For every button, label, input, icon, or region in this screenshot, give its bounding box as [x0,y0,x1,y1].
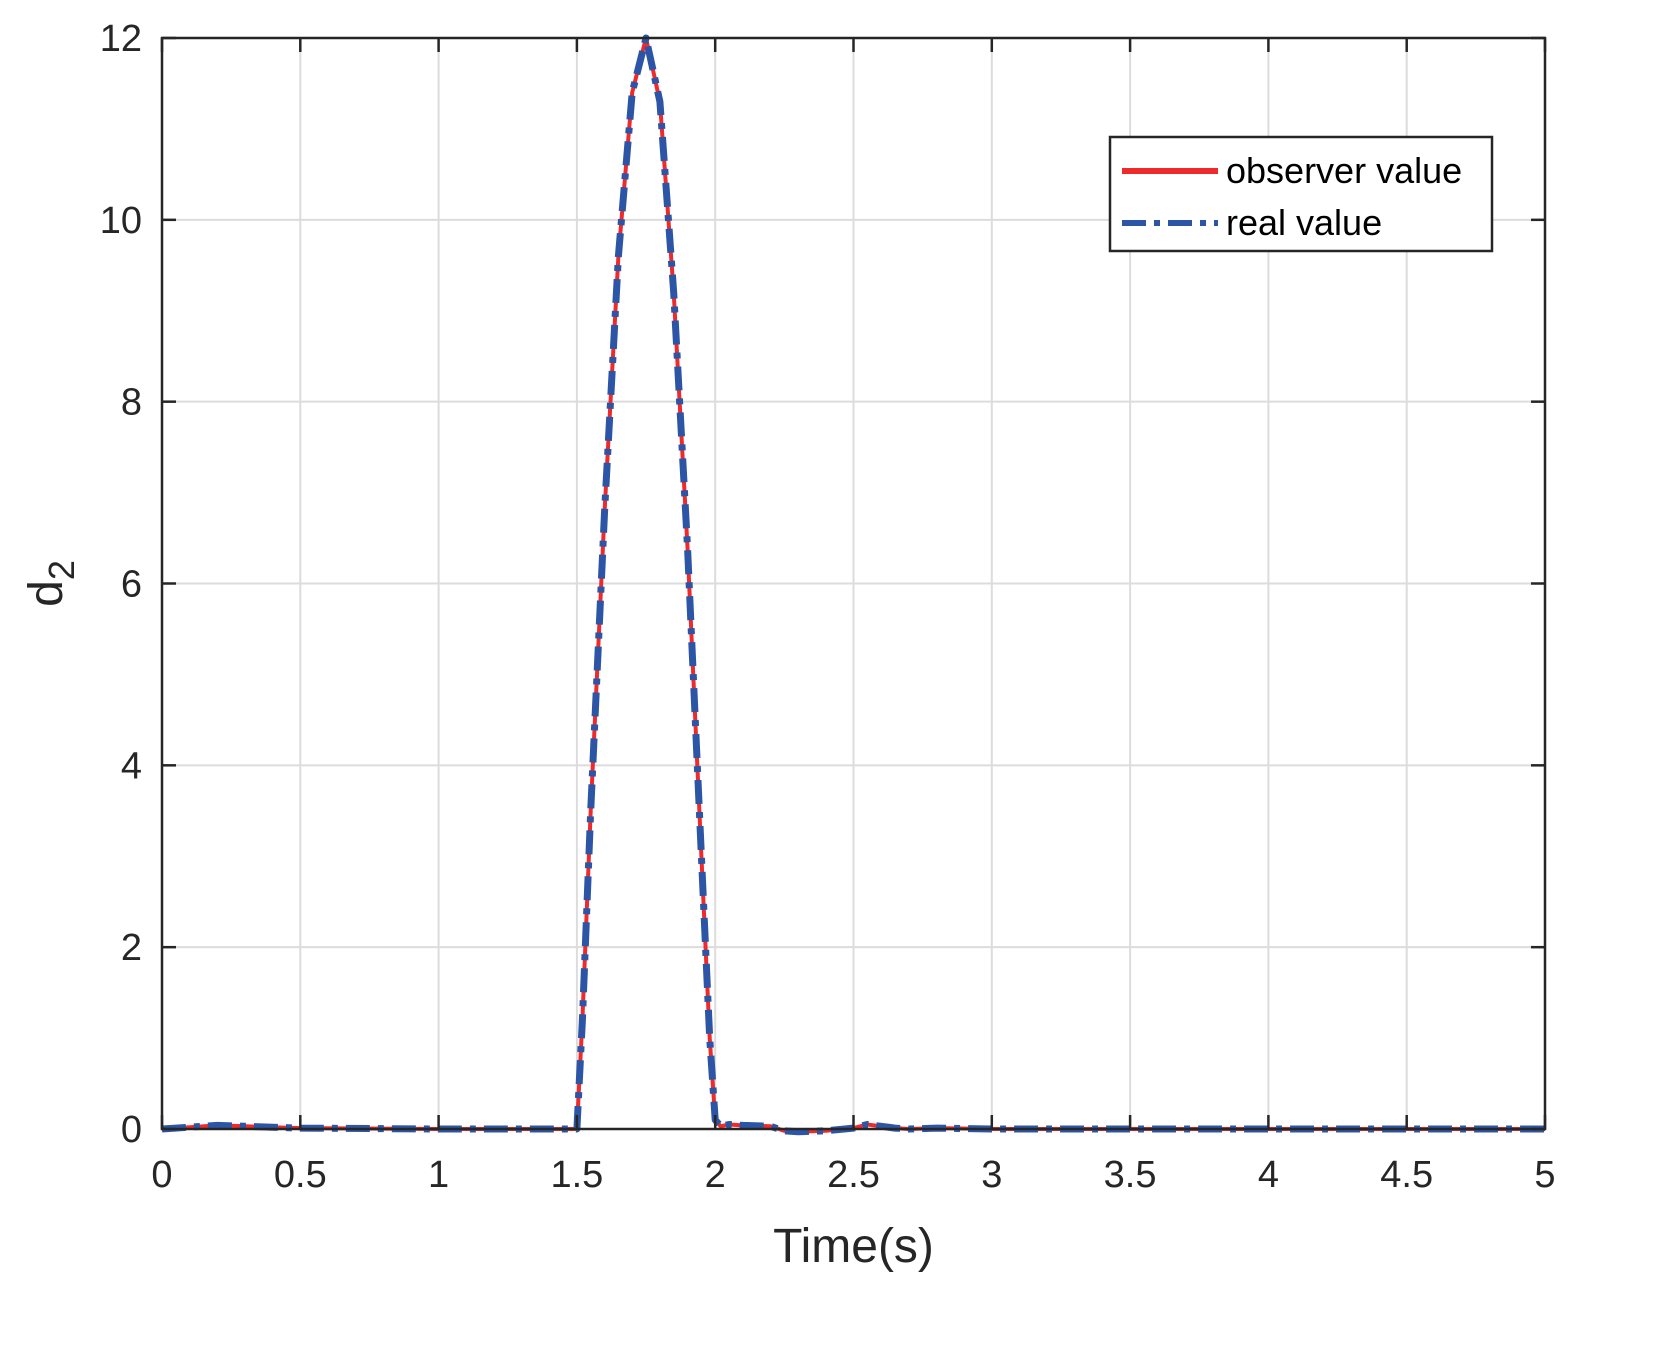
y-axis-label-subscript: 2 [41,560,82,580]
y-tick-label: 4 [121,745,142,787]
y-axis-label: d2 [20,560,82,607]
y-tick-label: 10 [100,200,142,242]
x-tick-label: 2.5 [827,1154,880,1196]
y-tick-label: 0 [121,1109,142,1151]
ticks [160,36,1547,1131]
y-axis-label-main: d [20,580,73,607]
legend: observer value real value [1108,135,1494,253]
x-tick-label: 1.5 [550,1154,603,1196]
y-tick-label: 8 [121,382,142,424]
x-tick-label: 0.5 [274,1154,327,1196]
x-axis-label: Time(s) [773,1220,934,1273]
x-tick-label: 4 [1258,1154,1279,1196]
x-tick-label: 3.5 [1104,1154,1157,1196]
x-tick-label: 5 [1534,1154,1555,1196]
x-tick-label: 3 [981,1154,1002,1196]
y-tick-label: 2 [121,927,142,969]
x-tick-label: 1 [428,1154,449,1196]
x-tick-label: 2 [705,1154,726,1196]
y-tick-label: 12 [100,18,142,60]
tick-labels: 0 0.5 1 1.5 2 2.5 3 3.5 4 4.5 5 0 2 4 6 8 10 12 [100,18,1556,1196]
y-tick-label: 6 [121,564,142,606]
legend-box [1108,135,1494,253]
legend-label-observer-value: observer value [1226,150,1462,191]
legend-label-real-value: real value [1226,202,1382,243]
x-tick-label: 0 [151,1154,172,1196]
x-tick-label: 4.5 [1380,1154,1433,1196]
